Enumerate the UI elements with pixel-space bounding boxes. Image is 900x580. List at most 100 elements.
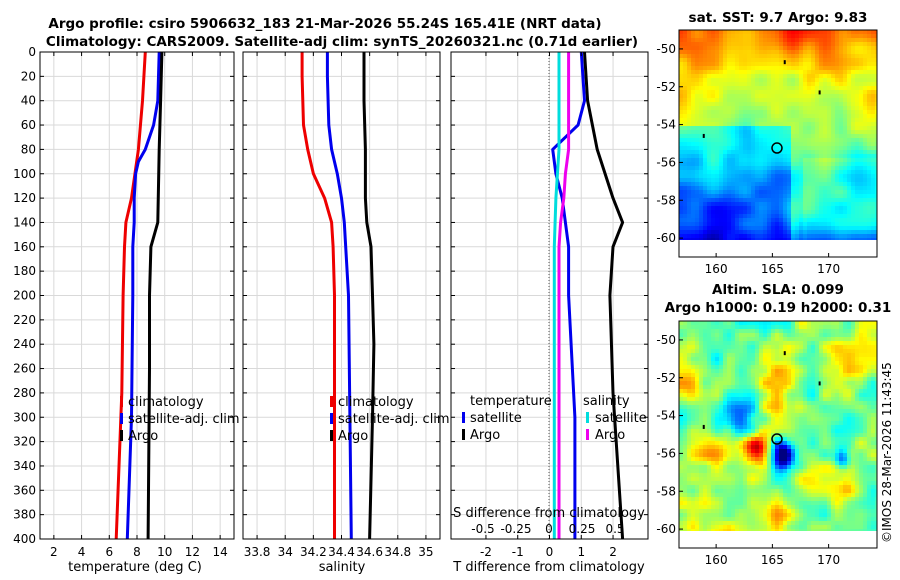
map-cell	[691, 70, 696, 75]
map-cell	[751, 146, 756, 151]
map-cell	[715, 433, 720, 438]
map-cell	[839, 190, 844, 195]
map-cell	[863, 329, 868, 334]
map-cell	[795, 321, 800, 326]
map-cell	[855, 377, 860, 382]
map-cell	[811, 122, 816, 127]
map-cell	[691, 130, 696, 135]
map-cell	[767, 365, 772, 370]
map-cell	[847, 58, 852, 63]
map-cell	[683, 162, 688, 167]
map-cell	[871, 114, 876, 119]
map-cell	[771, 234, 776, 239]
map-cell	[731, 206, 736, 211]
y-tick-label: 140	[13, 215, 36, 229]
map-cell	[719, 66, 724, 71]
map-cell	[827, 194, 832, 199]
map-cell	[775, 46, 780, 51]
map-cell	[827, 66, 832, 71]
map-cell	[743, 70, 748, 75]
map-cell	[839, 333, 844, 338]
map-cell	[811, 86, 816, 91]
map-cell	[863, 54, 868, 59]
map-cell	[723, 158, 728, 163]
map-cell	[795, 453, 800, 458]
map-cell	[859, 373, 864, 378]
map-cell	[691, 437, 696, 442]
map-cell	[743, 365, 748, 370]
map-cell	[823, 433, 828, 438]
map-cell	[715, 210, 720, 215]
map-cell	[703, 329, 708, 334]
map-cell	[799, 401, 804, 406]
map-cell	[735, 102, 740, 107]
map-cell	[727, 34, 732, 39]
map-cell	[703, 66, 708, 71]
map-cell	[819, 170, 824, 175]
map-cell	[835, 437, 840, 442]
map-cell	[759, 210, 764, 215]
map-cell	[871, 373, 876, 378]
map-cell	[735, 78, 740, 83]
map-cell	[843, 142, 848, 147]
map-cell	[743, 50, 748, 55]
map-cell	[831, 401, 836, 406]
map-cell	[783, 150, 788, 155]
map-cell	[819, 214, 824, 219]
x-tick-label: -1	[512, 545, 524, 559]
map-cell	[871, 409, 876, 414]
map-cell	[759, 373, 764, 378]
map-cell	[683, 126, 688, 131]
map-cell	[687, 210, 692, 215]
map-cell	[807, 122, 812, 127]
map-cell	[699, 345, 704, 350]
map-cell	[707, 126, 712, 131]
map-cell	[803, 110, 808, 115]
map-cell	[875, 461, 877, 466]
map-cell	[731, 82, 736, 87]
map-cell	[695, 214, 700, 219]
map-cell	[739, 138, 744, 143]
map-cell	[799, 369, 804, 374]
map-cell	[711, 465, 716, 470]
map-cell	[795, 206, 800, 211]
map-cell	[827, 34, 832, 39]
map-cell	[843, 405, 848, 410]
map-cell	[679, 38, 684, 43]
map-cell	[755, 230, 760, 235]
map-cell	[867, 146, 872, 151]
map-cell	[803, 437, 808, 442]
map-cell	[859, 34, 864, 39]
map-cell	[739, 50, 744, 55]
map-cell	[703, 393, 708, 398]
map-cell	[823, 353, 828, 358]
map-cell	[711, 50, 716, 55]
map-cell	[791, 349, 796, 354]
map-cell	[799, 106, 804, 111]
map-cell	[835, 90, 840, 95]
map-cell	[703, 226, 708, 231]
map-cell	[823, 54, 828, 59]
map-cell	[827, 90, 832, 95]
map-cell	[799, 38, 804, 43]
map-cell	[743, 357, 748, 362]
map-cell	[695, 58, 700, 63]
map-cell	[867, 154, 872, 159]
map-cell	[863, 429, 868, 434]
map-cell	[839, 102, 844, 107]
map-cell	[731, 158, 736, 163]
map-cell	[791, 377, 796, 382]
map-cell	[687, 226, 692, 231]
map-cell	[807, 38, 812, 43]
map-cell	[799, 365, 804, 370]
map-cell	[835, 349, 840, 354]
map-cell	[679, 445, 684, 450]
map-cell	[843, 449, 848, 454]
map-cell	[827, 449, 832, 454]
map-cell	[759, 186, 764, 191]
map-cell	[767, 42, 772, 47]
map-cell	[831, 453, 836, 458]
map-cell	[875, 393, 877, 398]
map-cell	[695, 90, 700, 95]
map-cell	[715, 78, 720, 83]
